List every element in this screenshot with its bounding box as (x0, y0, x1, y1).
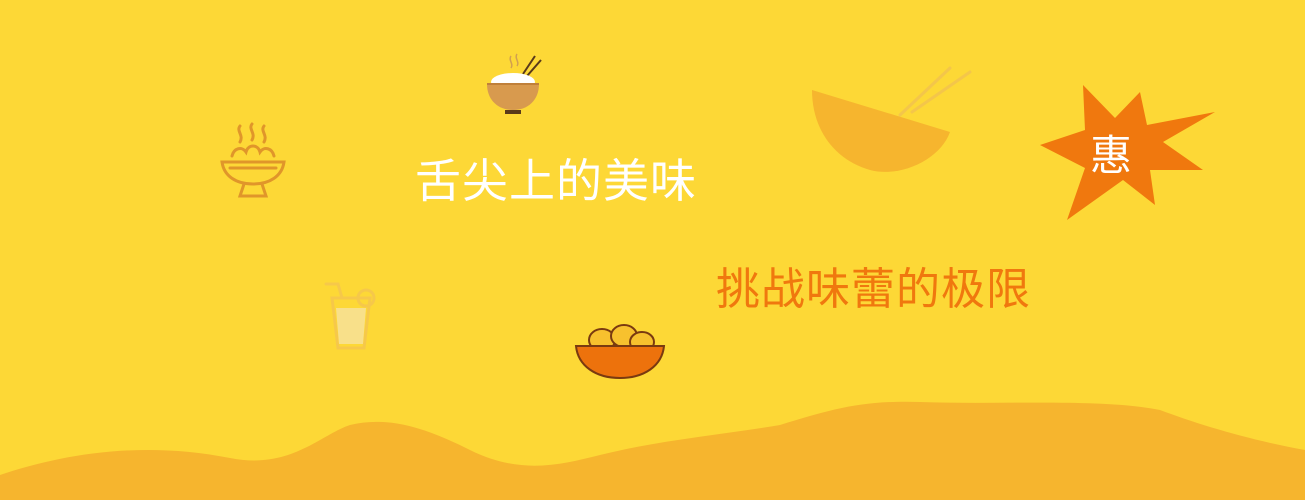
egg-basket-icon (574, 324, 666, 380)
steaming-bowl-icon (220, 122, 286, 198)
rice-bowl-icon (487, 53, 542, 114)
starburst-icon (1040, 85, 1215, 220)
discount-badge: 惠 (1090, 131, 1133, 180)
hills-decoration (0, 401, 1305, 500)
drink-cup-icon (324, 282, 376, 350)
banner-headline: 舌尖上的美味 (415, 154, 697, 208)
bowl-chopsticks-icon (812, 66, 972, 172)
banner-tagline: 挑战味蕾的极限 (716, 264, 1031, 315)
